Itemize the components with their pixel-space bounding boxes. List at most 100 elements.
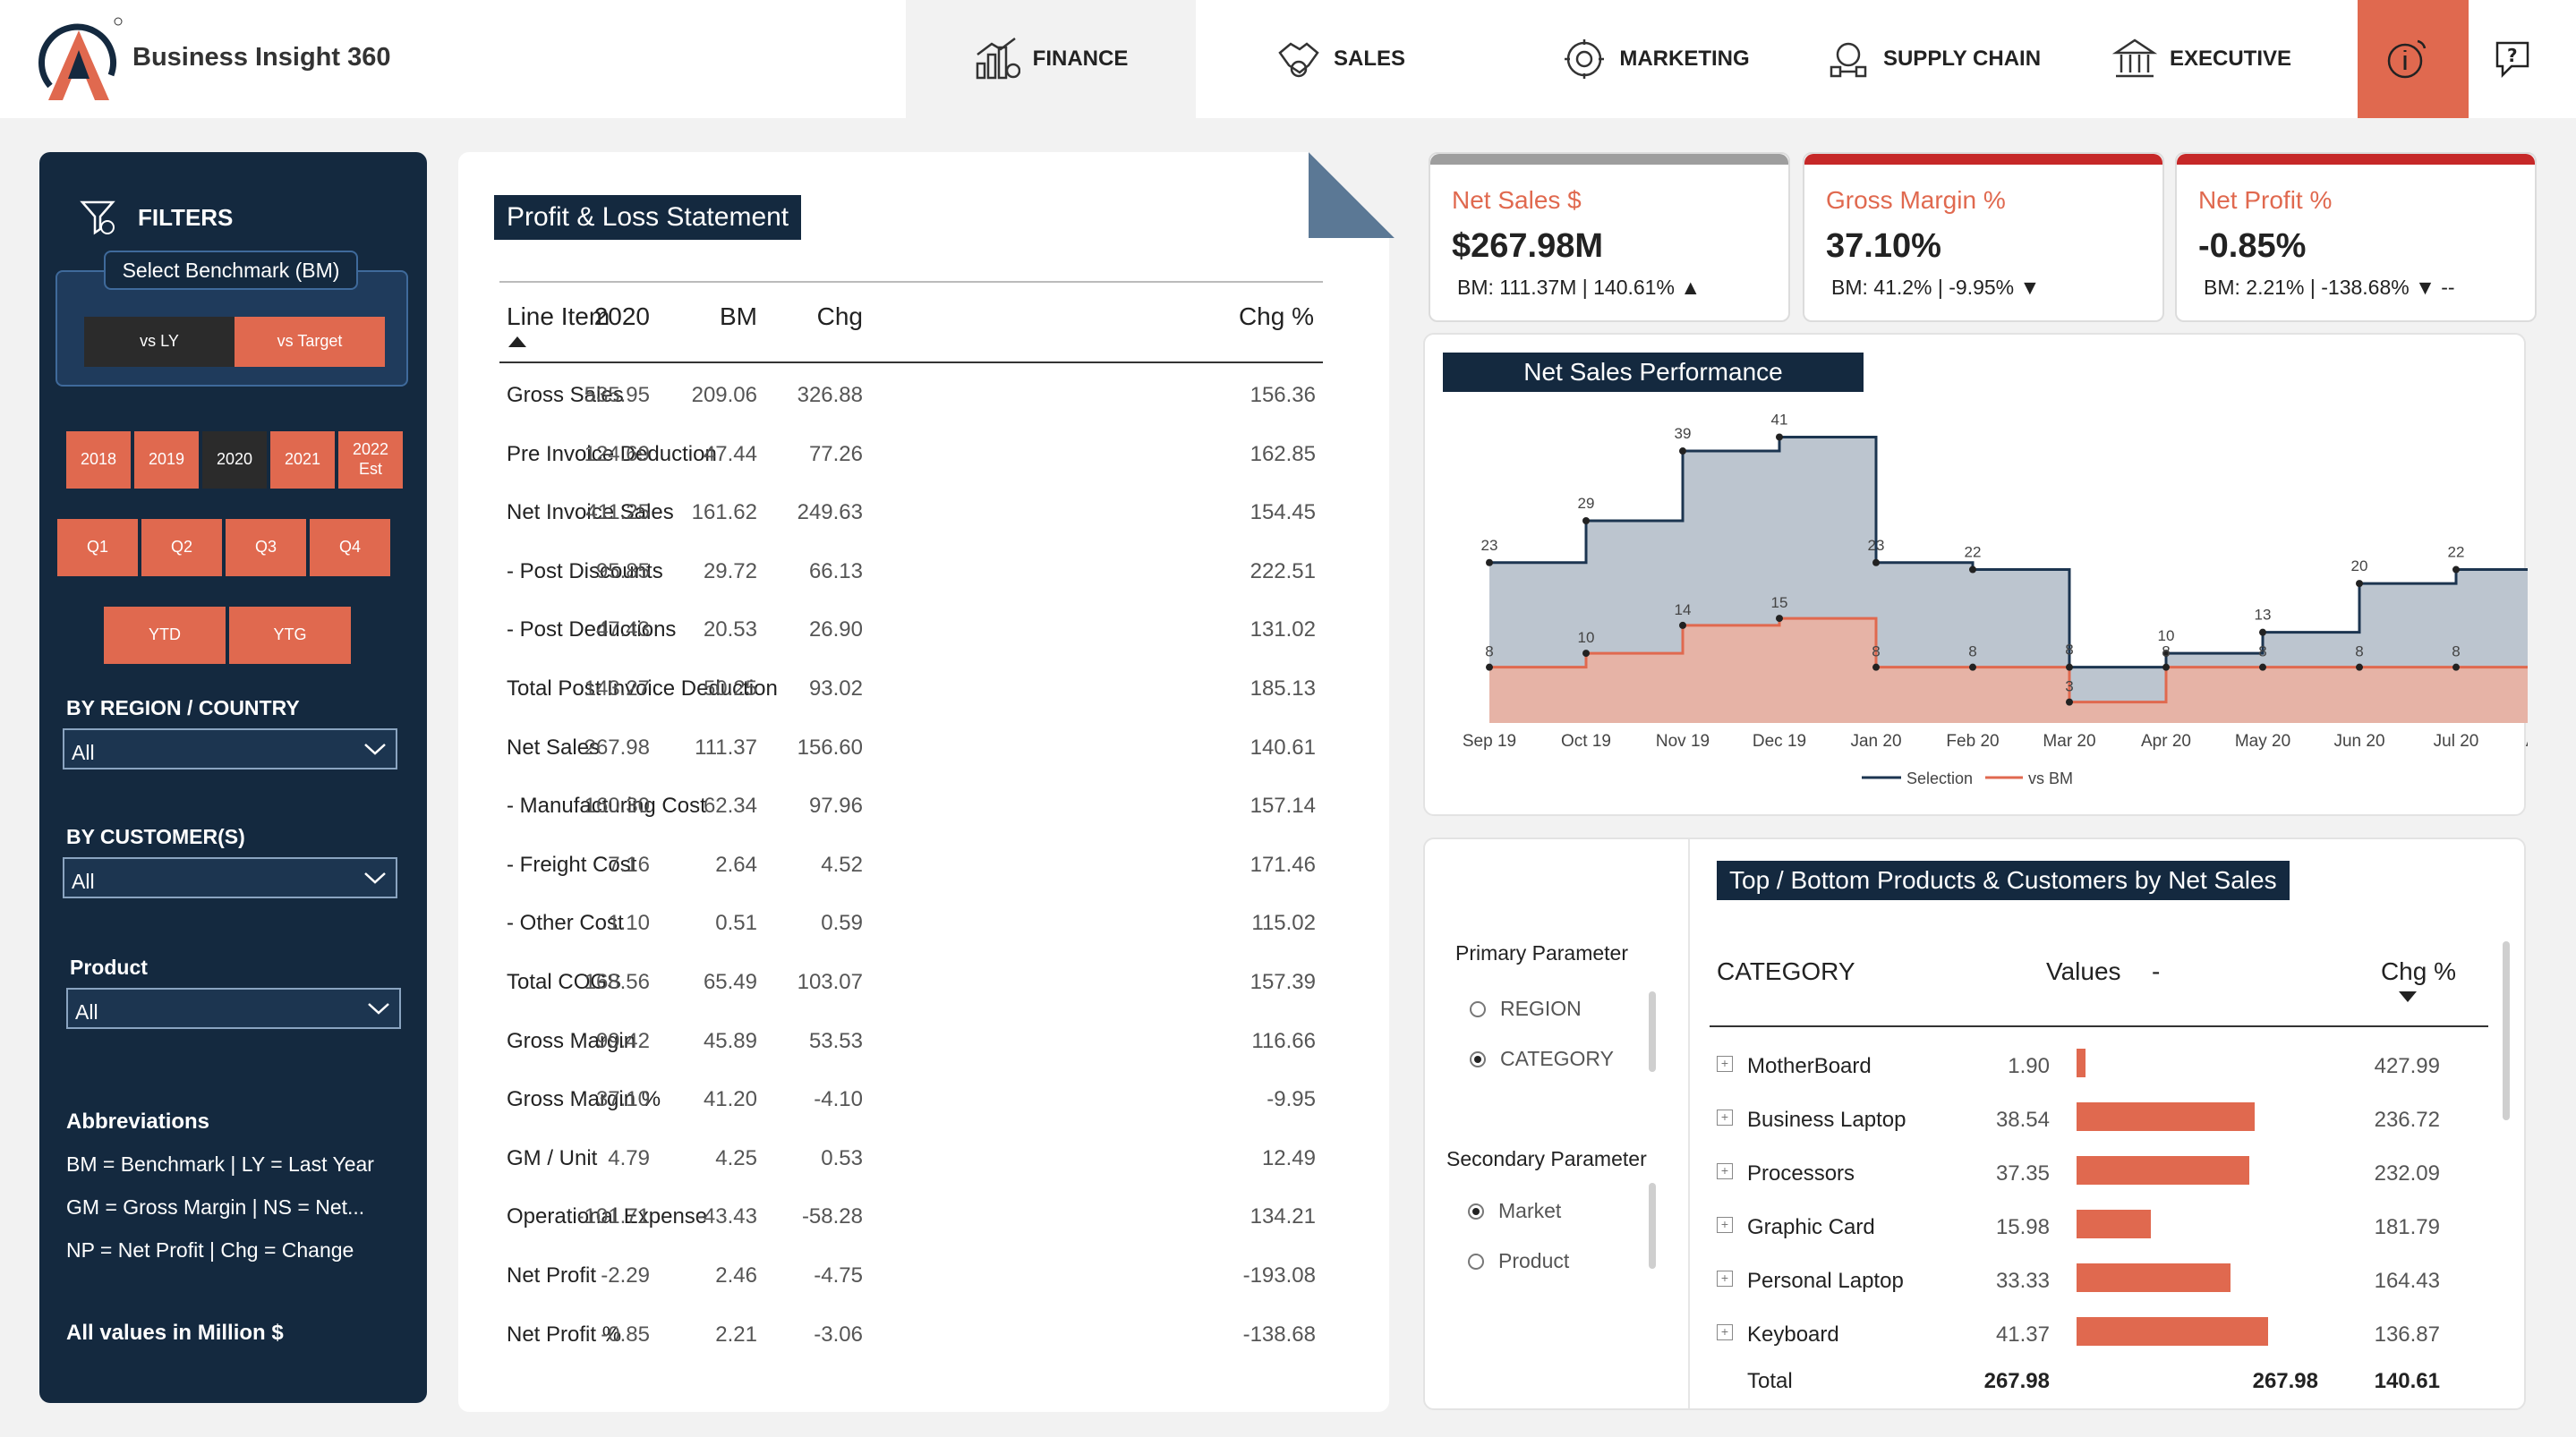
table-row[interactable]: + Processors 37.35 232.09: [1710, 1145, 2488, 1199]
row-value: 41.37: [1995, 1322, 2050, 1347]
expand-icon[interactable]: +: [1717, 1163, 1733, 1179]
vs-target-button[interactable]: vs Target: [235, 317, 385, 367]
benchmark-point: [1872, 663, 1880, 671]
column-header[interactable]: Line Item: [507, 302, 610, 330]
tab-finance[interactable]: FINANCE: [906, 0, 1196, 118]
value-bm: 4.25: [715, 1145, 757, 1170]
selection-data-label: 20: [2351, 557, 2368, 574]
chat-button[interactable]: ?: [2481, 0, 2562, 118]
column-header[interactable]: Chg: [816, 302, 863, 330]
x-tick-label: Nov 19: [1656, 732, 1710, 751]
ytg-button[interactable]: YTG: [229, 607, 351, 664]
column-header[interactable]: CATEGORY: [1717, 957, 1855, 985]
value-2020: 95.85: [595, 558, 650, 583]
quarter-q2-button[interactable]: Q2: [141, 519, 222, 576]
line-item: Total Post Invoice Deduction: [507, 676, 778, 701]
info-button[interactable]: [2358, 0, 2469, 118]
value-chg-pct: -138.68: [1242, 1322, 1316, 1347]
quarter-q3-button[interactable]: Q3: [226, 519, 306, 576]
column-header[interactable]: -: [2152, 957, 2161, 985]
net-sales-performance-card: Net Sales Performance 23 29 39 41 23 22 8 10 13 2…: [1423, 333, 2528, 816]
benchmark-point: [2356, 663, 2363, 671]
vs-ly-button[interactable]: vs LY: [84, 317, 235, 367]
expand-icon[interactable]: +: [1717, 1271, 1733, 1287]
expand-icon[interactable]: +: [1717, 1110, 1733, 1126]
primary-scrollbar[interactable]: [1649, 991, 1656, 1072]
column-header[interactable]: Chg %: [1238, 302, 1314, 330]
value-2020: -101.71: [576, 1204, 650, 1229]
customer-dropdown[interactable]: All: [63, 857, 397, 898]
kpi-subtitle: BM: 41.2% | -9.95% ▼: [1831, 276, 2041, 299]
column-header[interactable]: Values: [2046, 957, 2121, 985]
row-chg: 236.72: [2374, 1108, 2440, 1132]
value-chg-pct: 185.13: [1250, 676, 1316, 701]
selection-line: [1489, 435, 2528, 669]
table-row[interactable]: + Keyboard 41.37 136.87: [1710, 1306, 2488, 1360]
value-chg: 0.53: [821, 1145, 863, 1170]
tab-sales[interactable]: SALES: [1196, 0, 1486, 118]
quarter-q1-button[interactable]: Q1: [57, 519, 138, 576]
table-scrollbar[interactable]: [2503, 941, 2510, 1120]
selection-point: [1872, 558, 1880, 566]
tab-marketing[interactable]: MARKETING: [1522, 0, 1790, 118]
year-2021-button[interactable]: 2021: [270, 431, 335, 489]
table-row[interactable]: + Business Laptop 38.54 236.72: [1710, 1092, 2488, 1145]
tab-sales-label: SALES: [1333, 47, 1405, 71]
row-bar: [2077, 1317, 2268, 1346]
radio-region[interactable]: REGION: [1470, 997, 1582, 1021]
column-header[interactable]: BM: [720, 302, 757, 330]
year-2018-button[interactable]: 2018: [66, 431, 131, 489]
region-dropdown[interactable]: All: [63, 728, 397, 770]
column-header[interactable]: 2020: [593, 302, 650, 330]
row-bar: [2077, 1049, 2086, 1077]
tab-executive[interactable]: EXECUTIVE: [2086, 0, 2318, 118]
value-2020: 4.79: [608, 1145, 650, 1170]
kpi-status-bar: [1430, 154, 1788, 165]
year-2019-button[interactable]: 2019: [134, 431, 199, 489]
expand-icon[interactable]: +: [1717, 1324, 1733, 1340]
table-row[interactable]: + Graphic Card 15.98 181.79: [1710, 1199, 2488, 1253]
benchmark-point: [1776, 615, 1783, 623]
radio-category-circle: [1470, 1050, 1486, 1067]
benchmark-point: [1969, 663, 1976, 671]
kpi-card[interactable]: Net Sales $ $267.98M BM: 111.37M | 140.61%…: [1429, 152, 1790, 322]
quarter-q4-button[interactable]: Q4: [310, 519, 390, 576]
benchmark-data-label: 8: [1485, 643, 1493, 660]
expand-icon[interactable]: +: [1717, 1056, 1733, 1072]
radio-product[interactable]: Product: [1468, 1249, 1569, 1273]
selection-data-label: 22: [1965, 544, 1982, 561]
product-dropdown[interactable]: All: [66, 988, 401, 1029]
chat-question-icon: ?: [2495, 41, 2529, 79]
product-dropdown-value: All: [75, 1000, 98, 1024]
table-row: Gross Margin 99.42 45.89 53.53 116.66: [499, 1009, 1323, 1068]
sort-up-icon: [508, 336, 526, 347]
value-2020: 267.98: [584, 735, 650, 760]
year-2020-button[interactable]: 2020: [202, 431, 267, 489]
kpi-value: -0.85%: [2198, 227, 2307, 265]
table-row[interactable]: + Personal Laptop 33.33 164.43: [1710, 1253, 2488, 1306]
value-chg-pct: 131.02: [1250, 617, 1316, 642]
row-bar: [2077, 1156, 2250, 1185]
column-header[interactable]: Chg %: [2380, 957, 2456, 985]
abbreviation-line: NP = Net Profit | Chg = Change: [66, 1238, 354, 1262]
radio-market-label: Market: [1498, 1199, 1562, 1222]
table-row[interactable]: + MotherBoard 1.90 427.99: [1710, 1038, 2488, 1092]
value-chg-pct: 134.21: [1250, 1204, 1316, 1229]
top-bottom-title: Top / Bottom Products & Customers by Net…: [1717, 861, 2290, 900]
product-filter-label: Product: [70, 956, 148, 979]
tab-supply-chain[interactable]: SUPPLY CHAIN: [1799, 0, 2068, 118]
value-chg: 93.02: [808, 676, 863, 701]
table-row: Net Invoice Sales 411.25 161.62 249.63 154.4…: [499, 480, 1323, 540]
radio-category[interactable]: CATEGORY: [1470, 1047, 1614, 1071]
ytd-button[interactable]: YTD: [104, 607, 226, 664]
radio-market[interactable]: Market: [1468, 1199, 1561, 1223]
expand-icon[interactable]: +: [1717, 1217, 1733, 1233]
pl-header-row: Line Item 2020 BM Chg Chg %: [499, 281, 1323, 363]
table-row: - Freight Cost 7.16 2.64 4.52 171.46: [499, 833, 1323, 892]
radio-market-circle: [1468, 1203, 1484, 1220]
line-item: Net Invoice Sales: [507, 500, 674, 525]
kpi-card[interactable]: Net Profit % -0.85% BM: 2.21% | -138.68% ▼…: [2175, 152, 2537, 322]
kpi-card[interactable]: Gross Margin % 37.10% BM: 41.2% | -9.95% ▼: [1803, 152, 2164, 322]
secondary-scrollbar[interactable]: [1649, 1183, 1656, 1269]
year-2022-est-button[interactable]: 2022 Est: [338, 431, 403, 489]
